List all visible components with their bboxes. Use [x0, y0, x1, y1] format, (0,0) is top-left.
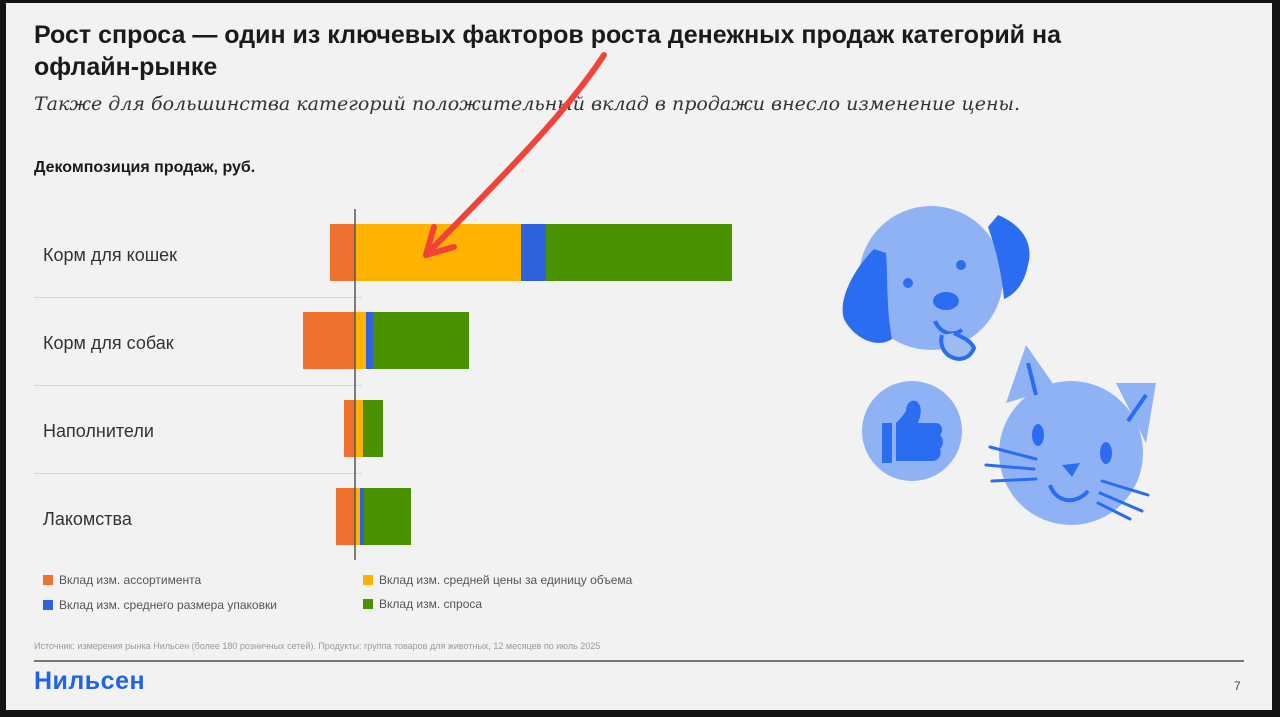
category-label: Корм для собак [43, 333, 174, 353]
slide-subtitle: Также для большинства категорий положите… [34, 93, 1021, 115]
legend-item: Вклад изм. среднего размера упаковки [43, 598, 277, 612]
red-arrow-icon [423, 52, 607, 258]
legend-swatch [363, 575, 373, 585]
category-label: Наполнители [43, 421, 154, 441]
bar-segment [363, 400, 364, 457]
row-divider [34, 297, 362, 298]
legend-item: Вклад изм. средней цены за единицу объем… [363, 573, 632, 587]
brand-logo: Нильсен [34, 667, 146, 695]
category-label: Корм для кошек [43, 245, 178, 265]
legend-swatch [43, 600, 53, 610]
bar-segment [360, 488, 364, 545]
bar-segment [364, 400, 383, 457]
footer-divider [34, 660, 1244, 662]
category-label: Лакомства [43, 509, 132, 529]
legend-item: Вклад изм. спроса [363, 597, 482, 611]
bar-segment [355, 488, 360, 545]
bar-segment [546, 224, 732, 281]
bar-segment [336, 488, 355, 545]
legend-label: Вклад изм. среднего размера упаковки [59, 598, 277, 612]
legend-label: Вклад изм. ассортимента [59, 573, 202, 587]
legend-label: Вклад изм. средней цены за единицу объем… [379, 573, 633, 587]
dog-icon [842, 206, 1030, 361]
slide-title: Рост спроса — один из ключевых факторов … [34, 21, 1062, 81]
source-note: Источник: измерения рынка Нильсен (более… [34, 641, 601, 651]
bar-segment [303, 312, 355, 369]
bar-segment [521, 224, 546, 281]
chart-title: Декомпозиция продаж, руб. [34, 159, 256, 176]
legend-label: Вклад изм. спроса [379, 597, 483, 611]
bar-segment [344, 400, 355, 457]
pets-illustration [842, 206, 1156, 525]
bar-segment [366, 312, 373, 369]
bar-chart [303, 209, 732, 560]
legend-swatch [363, 599, 373, 609]
cat-icon [984, 345, 1156, 525]
bar-segment [373, 312, 469, 369]
bar-segment [364, 488, 411, 545]
bar-segment [330, 224, 355, 281]
thumbs-up-icon [862, 381, 962, 481]
row-divider [34, 473, 362, 474]
bar-segment [355, 312, 366, 369]
legend-item: Вклад изм. ассортимента [43, 573, 201, 587]
row-divider [34, 385, 362, 386]
legend-swatch [43, 575, 53, 585]
slide: Рост спроса — один из ключевых факторов … [6, 3, 1272, 710]
page-number: 7 [1234, 679, 1241, 693]
bar-segment [355, 400, 363, 457]
